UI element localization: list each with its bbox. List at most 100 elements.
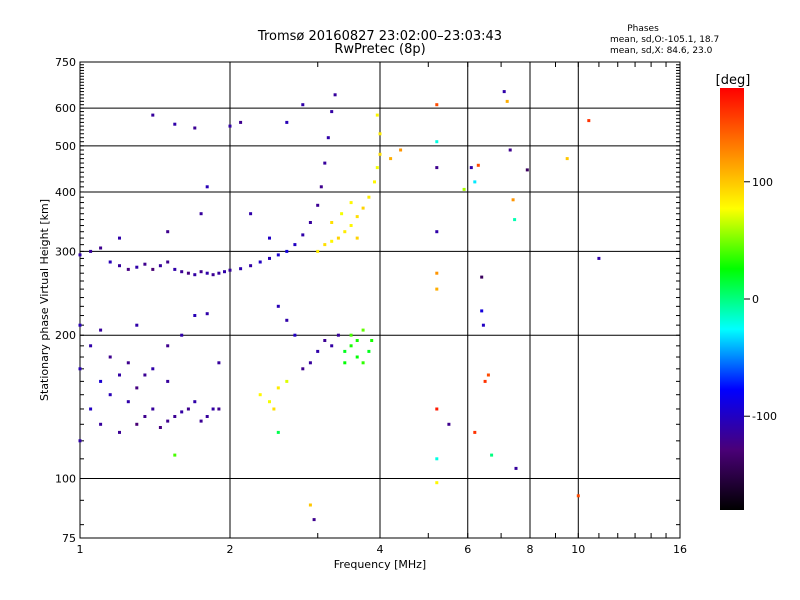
data-point (308, 221, 312, 224)
data-point (361, 328, 365, 332)
data-point (330, 110, 334, 114)
data-point (99, 246, 103, 250)
data-point (166, 379, 170, 383)
data-point (293, 333, 297, 337)
data-point (378, 132, 382, 136)
y-tick-label: 750 (55, 56, 76, 69)
data-point (511, 198, 515, 202)
data-point (323, 339, 327, 342)
data-point (135, 265, 139, 269)
data-point (108, 260, 112, 264)
data-point (355, 355, 359, 359)
data-point (525, 168, 529, 172)
data-point (316, 203, 320, 207)
data-point (480, 309, 484, 313)
x-axis-label: Frequency [MHz] (334, 558, 426, 571)
data-point (239, 120, 243, 124)
data-point (490, 453, 494, 457)
legend-line-o: mean, sd,O:-105.1, 18.7 (610, 35, 719, 45)
y-tick-label: 600 (55, 102, 76, 115)
data-point (173, 122, 177, 126)
data-point (108, 355, 112, 359)
data-point (361, 206, 365, 210)
data-point (118, 373, 121, 377)
data-point (126, 361, 130, 365)
data-point (367, 195, 371, 199)
data-point (78, 323, 82, 327)
y-axis-label: Stationary phase Virtual Height [km] (38, 199, 51, 401)
data-point (435, 140, 439, 144)
y-tick-labels: 75 100 200 300 400 500 600 750 (55, 56, 76, 545)
y-tick-label: 500 (55, 140, 76, 153)
data-point (193, 273, 197, 277)
data-point (476, 163, 480, 167)
x-tick-label: 16 (673, 543, 687, 556)
data-point (135, 323, 139, 327)
data-point (180, 410, 184, 414)
data-point (597, 256, 601, 260)
data-point (349, 333, 353, 337)
data-point (285, 120, 289, 124)
data-point (158, 426, 162, 429)
data-point (199, 270, 203, 274)
chart-title: Tromsø 20160827 23:02:00–23:03:43 (257, 29, 502, 44)
data-point (435, 166, 439, 170)
data-point (193, 314, 197, 317)
data-point (135, 386, 139, 390)
data-point (99, 422, 103, 426)
data-point (333, 93, 337, 97)
data-point (435, 271, 439, 275)
data-point (217, 407, 221, 411)
data-point (217, 361, 221, 365)
data-point (143, 373, 147, 377)
data-point (308, 503, 312, 507)
data-point (228, 124, 232, 128)
chart-subtitle: RwPretec (8p) (334, 42, 425, 57)
data-point (135, 422, 139, 426)
data-point (293, 243, 297, 247)
data-point (126, 267, 130, 271)
data-point (375, 166, 379, 170)
data-point (576, 494, 580, 498)
y-tick-label: 200 (55, 329, 76, 342)
data-point (249, 212, 253, 216)
data-point (323, 161, 327, 165)
data-point (166, 344, 170, 348)
data-point (587, 119, 591, 123)
y-tick-label: 75 (62, 532, 76, 545)
data-point (143, 415, 147, 418)
data-point (349, 224, 353, 227)
data-point (486, 373, 490, 377)
data-point (316, 249, 320, 253)
data-point (378, 152, 382, 156)
colorbar-ticks: 100 0 -100 (744, 176, 777, 423)
data-point (276, 430, 280, 434)
data-point (473, 180, 477, 184)
data-point (349, 344, 353, 348)
data-point (370, 339, 374, 342)
data-point (205, 415, 209, 418)
data-point (343, 361, 347, 365)
x-tick-labels: 1 2 4 6 8 10 16 (77, 543, 688, 556)
data-point (330, 344, 334, 348)
data-point (389, 157, 393, 161)
data-point (276, 304, 280, 308)
data-point (205, 271, 209, 275)
data-point (276, 253, 280, 257)
data-point (340, 212, 344, 216)
data-point (301, 103, 305, 107)
colorbar-tick-label: -100 (752, 410, 777, 423)
data-point (373, 180, 376, 184)
data-point (355, 339, 359, 342)
data-point (336, 236, 340, 240)
data-point (118, 236, 121, 240)
data-point (268, 256, 271, 260)
data-point (349, 201, 353, 205)
data-point (173, 415, 177, 418)
data-point (355, 236, 359, 240)
data-point (481, 323, 485, 327)
data-point (483, 379, 487, 383)
data-point (435, 457, 439, 461)
data-point (173, 453, 177, 457)
